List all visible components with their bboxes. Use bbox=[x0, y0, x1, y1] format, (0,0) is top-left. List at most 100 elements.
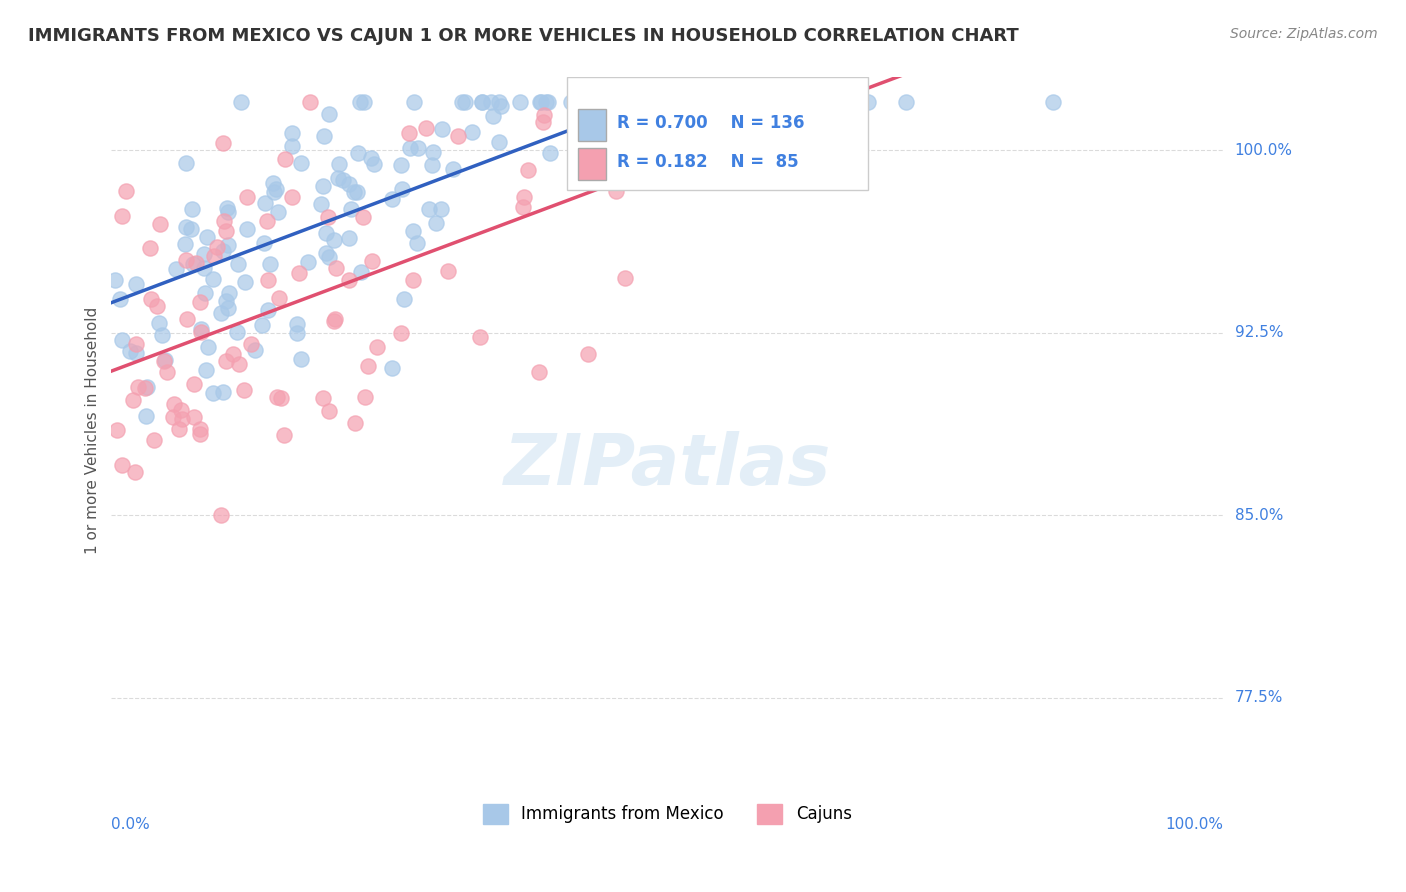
Point bbox=[108, 293, 131, 307]
Point bbox=[163, 397, 186, 411]
Point bbox=[298, 95, 321, 109]
Point bbox=[240, 336, 263, 351]
Point bbox=[262, 176, 284, 190]
Point bbox=[297, 255, 319, 269]
Point bbox=[139, 241, 162, 255]
Point bbox=[328, 156, 350, 170]
Point bbox=[190, 325, 212, 339]
Point bbox=[391, 182, 413, 196]
Point bbox=[337, 273, 360, 287]
Point bbox=[454, 95, 477, 109]
Point bbox=[232, 383, 254, 397]
Point bbox=[183, 377, 205, 392]
Point bbox=[174, 219, 197, 234]
Point bbox=[325, 261, 347, 276]
Point bbox=[461, 126, 484, 140]
Point bbox=[323, 311, 346, 326]
Point bbox=[316, 210, 339, 224]
Point bbox=[264, 182, 287, 196]
Point bbox=[605, 184, 627, 198]
Point bbox=[181, 257, 204, 271]
Point bbox=[194, 285, 217, 300]
Point bbox=[389, 326, 412, 341]
Point bbox=[470, 330, 492, 344]
Point bbox=[673, 95, 696, 109]
Point bbox=[156, 364, 179, 378]
Point bbox=[471, 95, 494, 109]
Point bbox=[188, 294, 211, 309]
Point bbox=[353, 95, 375, 109]
Point bbox=[621, 95, 644, 109]
Text: IMMIGRANTS FROM MEXICO VS CAJUN 1 OR MORE VEHICLES IN HOUSEHOLD CORRELATION CHAR: IMMIGRANTS FROM MEXICO VS CAJUN 1 OR MOR… bbox=[28, 27, 1019, 45]
Point bbox=[418, 202, 440, 216]
FancyBboxPatch shape bbox=[578, 148, 606, 179]
Point bbox=[165, 261, 187, 276]
Point bbox=[648, 95, 671, 109]
Point bbox=[218, 286, 240, 301]
Point bbox=[252, 318, 274, 332]
Text: ZIPatlas: ZIPatlas bbox=[503, 431, 831, 500]
FancyBboxPatch shape bbox=[578, 109, 606, 141]
Point bbox=[135, 409, 157, 423]
Point bbox=[217, 238, 239, 252]
Point bbox=[1042, 95, 1064, 109]
Point bbox=[366, 340, 388, 354]
Point bbox=[195, 362, 218, 376]
FancyBboxPatch shape bbox=[568, 78, 868, 190]
Point bbox=[201, 272, 224, 286]
Point bbox=[568, 95, 591, 109]
Point bbox=[443, 162, 465, 177]
Point bbox=[212, 136, 235, 151]
Point bbox=[127, 380, 149, 394]
Point bbox=[180, 202, 202, 217]
Point bbox=[180, 222, 202, 236]
Point bbox=[530, 95, 553, 109]
Point bbox=[256, 272, 278, 286]
Point bbox=[315, 246, 337, 260]
Point bbox=[111, 209, 134, 223]
Point bbox=[245, 343, 267, 357]
Point bbox=[534, 95, 557, 109]
Point bbox=[229, 95, 252, 109]
Point bbox=[479, 95, 502, 109]
Point bbox=[311, 391, 333, 405]
Point bbox=[212, 384, 235, 399]
Point bbox=[143, 433, 166, 447]
Point bbox=[290, 351, 312, 366]
Point bbox=[263, 186, 285, 200]
Point bbox=[214, 354, 236, 368]
Point bbox=[150, 327, 173, 342]
Point bbox=[531, 115, 554, 129]
Point bbox=[349, 95, 371, 109]
Point bbox=[591, 95, 613, 109]
Point bbox=[257, 303, 280, 318]
Point bbox=[488, 95, 510, 109]
Point bbox=[125, 277, 148, 292]
Point bbox=[315, 227, 337, 241]
Point bbox=[170, 412, 193, 426]
Point bbox=[104, 273, 127, 287]
Point bbox=[700, 95, 723, 109]
Point bbox=[188, 422, 211, 436]
Point bbox=[149, 217, 172, 231]
Text: 100.0%: 100.0% bbox=[1234, 143, 1292, 158]
Point bbox=[228, 357, 250, 371]
Point bbox=[111, 333, 134, 347]
Point bbox=[197, 340, 219, 354]
Point bbox=[259, 257, 281, 271]
Point bbox=[766, 95, 789, 109]
Point bbox=[195, 230, 218, 244]
Point bbox=[125, 337, 148, 351]
Point bbox=[614, 95, 637, 109]
Point bbox=[512, 200, 534, 214]
Text: 77.5%: 77.5% bbox=[1234, 690, 1282, 705]
Point bbox=[626, 95, 648, 109]
Point bbox=[337, 178, 360, 192]
Point bbox=[613, 271, 636, 285]
Point bbox=[269, 291, 291, 305]
Point bbox=[281, 189, 304, 203]
Point bbox=[148, 316, 170, 330]
Point bbox=[560, 95, 582, 109]
Point bbox=[437, 263, 460, 277]
Point bbox=[111, 458, 134, 472]
